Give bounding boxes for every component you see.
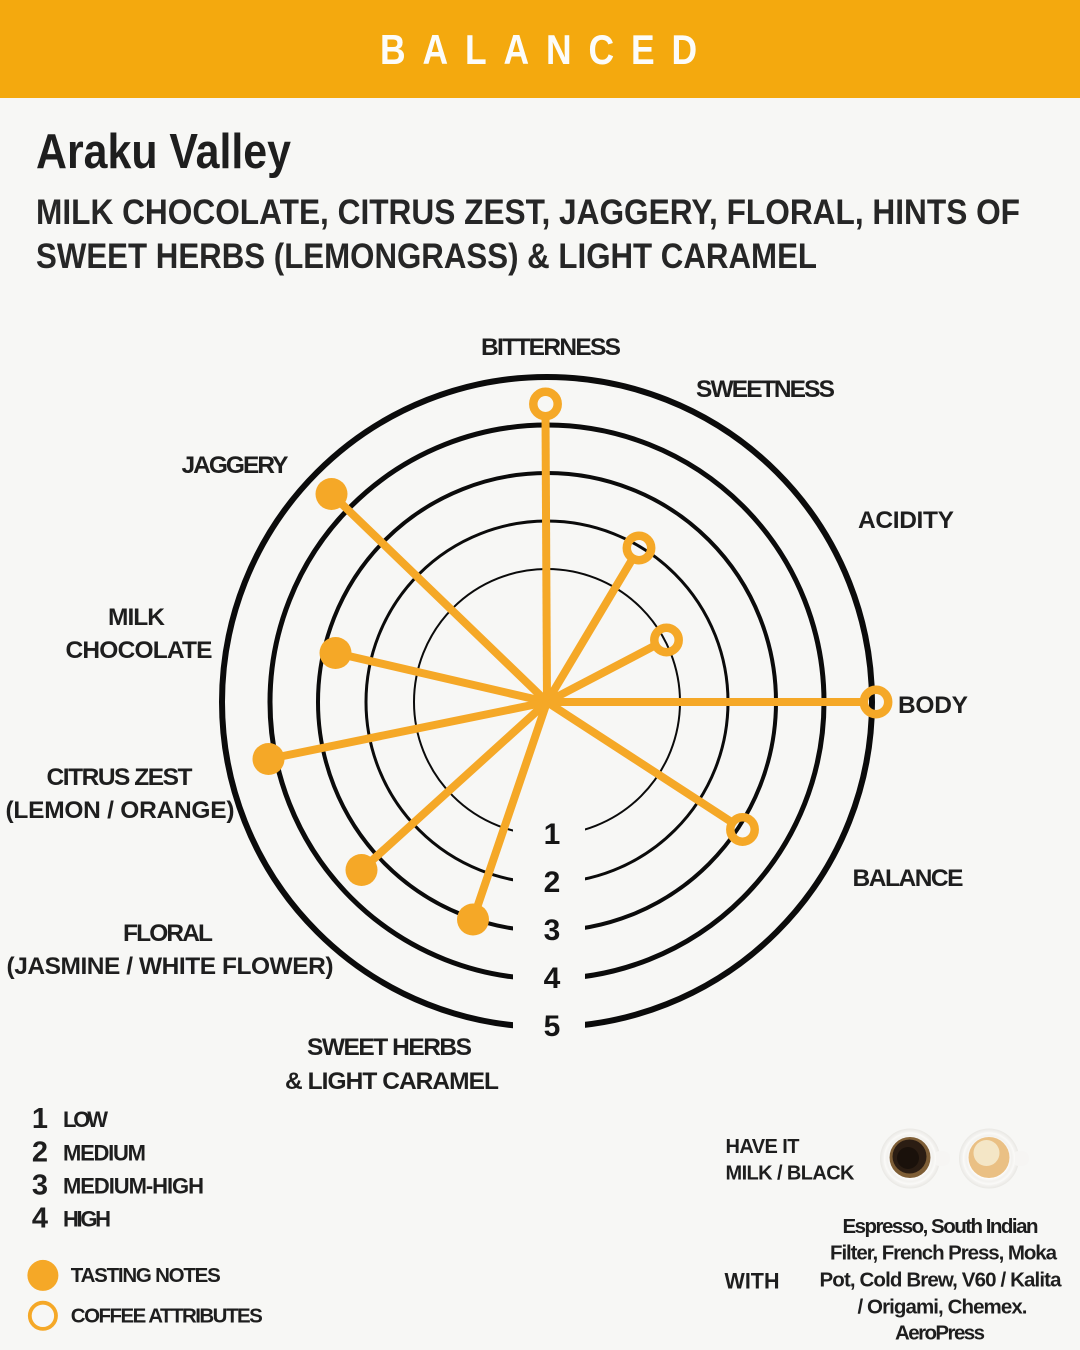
svg-text:HAVE IT: HAVE IT [726, 1136, 800, 1158]
svg-text:SWEETNESS: SWEETNESS [696, 376, 835, 403]
svg-text:& LIGHT CARAMEL: & LIGHT CARAMEL [285, 1068, 499, 1095]
svg-text:BODY: BODY [898, 692, 968, 719]
svg-text:5: 5 [544, 1010, 561, 1043]
svg-text:(LEMON / ORANGE): (LEMON / ORANGE) [6, 797, 235, 824]
svg-text:2: 2 [544, 866, 561, 899]
svg-text:CITRUS ZEST: CITRUS ZEST [47, 764, 193, 791]
svg-text:FLORAL: FLORAL [123, 920, 213, 947]
svg-text:WITH: WITH [725, 1269, 780, 1294]
svg-text:JAGGERY: JAGGERY [182, 452, 289, 479]
svg-text:1: 1 [544, 818, 561, 851]
svg-text:ACIDITY: ACIDITY [858, 507, 954, 534]
svg-text:MILK CHOCOLATE, CITRUS ZEST, J: MILK CHOCOLATE, CITRUS ZEST, JAGGERY, FL… [36, 192, 1020, 232]
svg-text:AeroPress: AeroPress [895, 1322, 985, 1345]
svg-text:Espresso, South Indian: Espresso, South Indian [843, 1215, 1039, 1238]
svg-text:CHOCOLATE: CHOCOLATE [66, 637, 213, 664]
svg-text:3: 3 [32, 1170, 48, 1202]
svg-text:MEDIUM: MEDIUM [63, 1141, 146, 1166]
svg-text:MEDIUM-HIGH: MEDIUM-HIGH [63, 1174, 204, 1199]
svg-text:3: 3 [544, 914, 561, 947]
svg-text:SWEET HERBS: SWEET HERBS [307, 1034, 472, 1061]
svg-text:BITTERNESS: BITTERNESS [481, 334, 621, 361]
svg-text:MILK: MILK [108, 604, 165, 631]
svg-text:BALANCE: BALANCE [853, 865, 964, 892]
svg-text:4: 4 [544, 962, 561, 995]
svg-text:LOW: LOW [63, 1107, 108, 1132]
svg-text:BALANCED: BALANCED [380, 26, 714, 73]
svg-text:4: 4 [32, 1203, 48, 1235]
svg-text:Pot, Cold Brew, V60 / Kalita: Pot, Cold Brew, V60 / Kalita [820, 1269, 1063, 1292]
svg-text:Araku Valley: Araku Valley [36, 125, 291, 179]
svg-text:MILK / BLACK: MILK / BLACK [726, 1163, 856, 1185]
svg-text:HIGH: HIGH [63, 1207, 111, 1232]
svg-text:Filter, French Press, Moka: Filter, French Press, Moka [830, 1242, 1058, 1265]
svg-text:(JASMINE / WHITE FLOWER): (JASMINE / WHITE FLOWER) [7, 953, 334, 980]
svg-text:2: 2 [32, 1137, 48, 1169]
svg-text:1: 1 [32, 1103, 48, 1135]
svg-text:SWEET HERBS (LEMONGRASS) & LIG: SWEET HERBS (LEMONGRASS) & LIGHT CARAMEL [36, 236, 817, 276]
svg-text:/ Origami, Chemex.: / Origami, Chemex. [858, 1296, 1028, 1319]
svg-text:COFFEE ATTRIBUTES: COFFEE ATTRIBUTES [71, 1304, 263, 1327]
svg-text:TASTING NOTES: TASTING NOTES [71, 1264, 221, 1287]
